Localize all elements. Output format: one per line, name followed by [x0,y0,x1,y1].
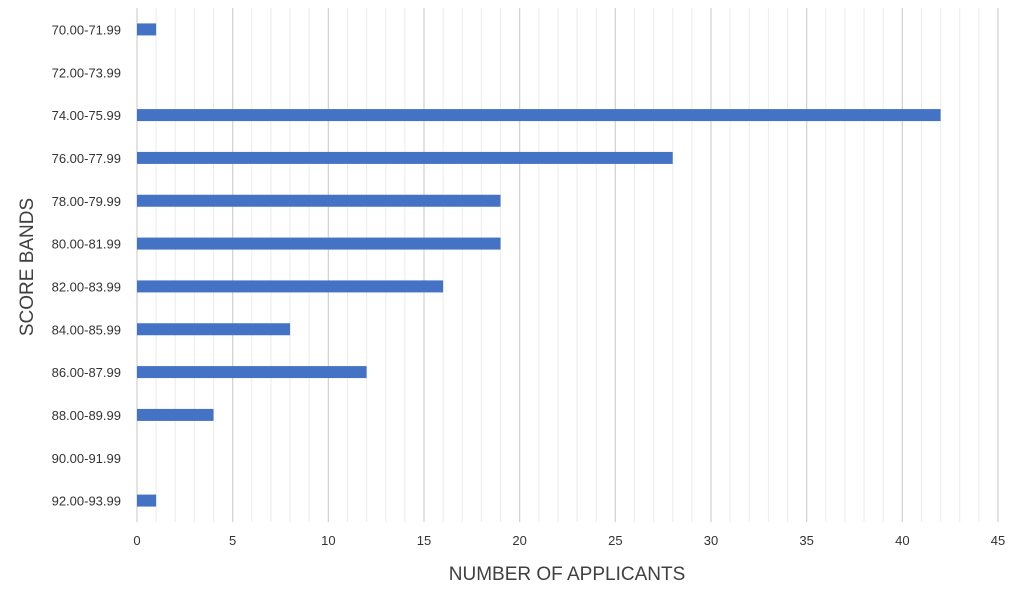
bar [137,23,157,36]
y-tick-label: 90.00-91.99 [52,451,121,466]
y-tick-label: 92.00-93.99 [52,494,121,509]
x-tick-label: 15 [417,533,431,548]
y-tick-label: 80.00-81.99 [52,237,121,252]
y-tick-label: 88.00-89.99 [52,408,121,423]
x-tick-label: 5 [229,533,236,548]
x-tick-label: 30 [704,533,718,548]
bar [137,494,157,507]
bar [137,408,214,421]
bar [137,109,941,122]
bar [137,366,367,379]
y-tick-label: 72.00-73.99 [52,65,121,80]
y-tick-labels: 70.00-71.99 72.00-73.99 74.00-75.99 76.00-7… [52,22,121,508]
bar [137,194,501,207]
x-tick-label: 10 [321,533,335,548]
bars [137,23,941,507]
x-tick-label: 25 [608,533,622,548]
y-tick-label: 84.00-85.99 [52,322,121,337]
bar [137,151,673,164]
y-tick-label: 74.00-75.99 [52,108,121,123]
y-tick-label: 86.00-87.99 [52,365,121,380]
x-tick-label: 40 [895,533,909,548]
bar [137,237,501,250]
bar [137,323,291,336]
x-tick-label: 0 [133,533,140,548]
bar [137,280,444,293]
y-tick-label: 76.00-77.99 [52,151,121,166]
x-tick-labels: 0 5 10 15 20 25 30 35 40 45 [133,533,1005,548]
x-tick-label: 35 [799,533,813,548]
x-axis-title: NUMBER OF APPLICANTS [449,564,686,585]
y-tick-label: 70.00-71.99 [52,22,121,37]
x-tick-label: 45 [991,533,1005,548]
y-tick-label: 82.00-83.99 [52,279,121,294]
y-axis-title: SCORE BANDS [17,198,38,336]
x-tick-label: 20 [512,533,526,548]
grid [136,8,999,522]
y-tick-label: 78.00-79.99 [52,194,121,209]
